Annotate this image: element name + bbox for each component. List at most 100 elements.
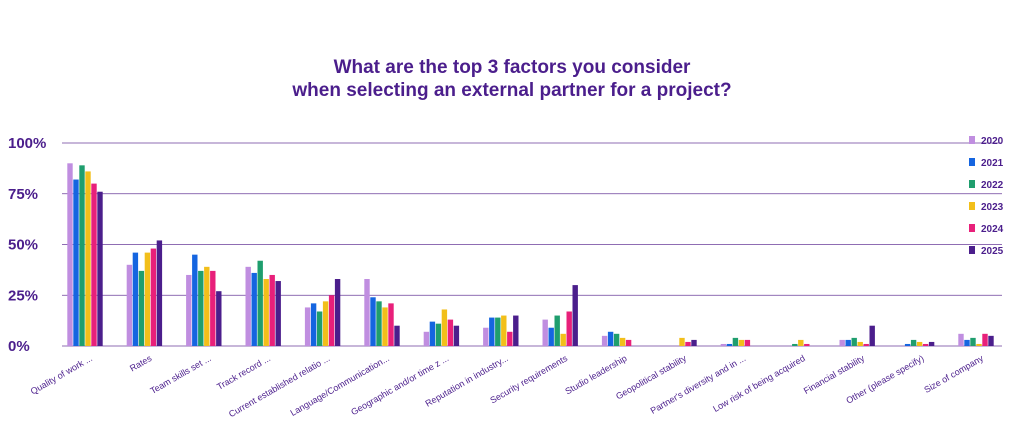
legend-label: 2023	[981, 202, 1004, 213]
x-tick-label: Geographic and/or time z ...	[349, 353, 450, 417]
y-tick-label: 75%	[8, 186, 38, 203]
bar	[495, 317, 501, 346]
bar	[269, 274, 275, 346]
legend-label: 2020	[981, 136, 1004, 147]
bar	[453, 325, 460, 346]
bar	[601, 335, 608, 346]
bar	[435, 323, 442, 346]
bar	[376, 301, 382, 346]
bar	[976, 343, 982, 346]
bar	[744, 339, 751, 346]
bar	[334, 279, 341, 346]
x-tick-label: Team skills set ...	[148, 353, 212, 396]
bar-group	[245, 260, 281, 346]
bar	[489, 317, 495, 346]
bar	[910, 339, 917, 346]
y-tick-label: 25%	[8, 287, 38, 304]
legend-label: 2021	[981, 158, 1004, 169]
bar-group	[904, 339, 935, 346]
bar	[619, 337, 626, 346]
bar	[245, 266, 251, 346]
bar	[79, 165, 85, 346]
bar	[441, 309, 448, 346]
x-tick-label: Track record ...	[215, 353, 272, 392]
legend-label: 2025	[981, 246, 1004, 257]
bar	[73, 179, 79, 346]
x-tick-label: Language/Communication...	[289, 353, 391, 418]
bar	[554, 315, 560, 346]
bar	[732, 337, 739, 346]
bar	[322, 301, 329, 346]
bar	[382, 307, 388, 346]
bar-group	[364, 279, 400, 346]
bar-group	[958, 333, 994, 346]
bar	[394, 325, 400, 346]
bar	[857, 341, 863, 346]
bar	[958, 333, 964, 346]
bar	[304, 307, 311, 346]
bar	[560, 333, 566, 346]
bar	[804, 343, 810, 346]
bar	[263, 279, 269, 346]
legend-label: 2022	[981, 180, 1004, 191]
bar	[738, 339, 745, 346]
bar	[423, 331, 430, 346]
bar	[916, 341, 923, 346]
bar	[851, 337, 857, 346]
bar	[685, 341, 691, 346]
y-axis-ticks: 0% 25% 50% 75% 100%	[8, 135, 46, 355]
bar	[572, 285, 578, 346]
bar	[310, 303, 317, 346]
bar	[144, 252, 151, 346]
y-tick-label: 0%	[8, 338, 30, 355]
legend-swatch	[969, 158, 975, 166]
chart-title-line-2: when selecting an external partner for a…	[291, 80, 731, 101]
bar	[845, 339, 851, 346]
bar	[613, 333, 620, 346]
bar	[388, 303, 394, 346]
bar	[507, 331, 513, 346]
bar-group	[542, 285, 578, 346]
bar	[863, 343, 869, 346]
bar-group	[679, 337, 697, 346]
bar	[625, 339, 632, 346]
bar	[988, 335, 994, 346]
bar	[257, 260, 263, 346]
bar	[192, 254, 198, 346]
x-tick-label: Partner's diversity and in ...	[649, 353, 748, 416]
bar	[904, 343, 911, 346]
bar	[429, 321, 436, 346]
legend-swatch	[969, 202, 975, 210]
bar	[970, 337, 976, 346]
bar	[691, 339, 697, 346]
bar	[839, 339, 845, 346]
bar-group	[483, 315, 519, 346]
bar-group	[792, 339, 810, 346]
bar	[922, 343, 929, 346]
chart-title-line-1: What are the top 3 factors you consider	[334, 57, 691, 78]
bar	[97, 191, 103, 346]
bar	[726, 343, 733, 346]
legend-swatch	[969, 136, 975, 144]
y-tick-label: 100%	[8, 135, 46, 152]
bar	[156, 240, 163, 346]
bar	[328, 295, 335, 346]
bar	[928, 341, 935, 346]
bar	[204, 266, 210, 346]
bar	[542, 319, 548, 346]
bar	[607, 331, 614, 346]
bar	[679, 337, 685, 346]
bar	[67, 163, 73, 346]
bar	[210, 270, 216, 346]
legend-swatch	[969, 224, 975, 232]
bar-group	[423, 309, 460, 346]
bar	[447, 319, 454, 346]
legend: 2020 2021 2022 2023 2024 2025	[969, 136, 1004, 257]
bar	[364, 279, 370, 346]
bar	[251, 272, 257, 346]
bar-group	[67, 163, 103, 346]
bar-group	[720, 337, 751, 346]
